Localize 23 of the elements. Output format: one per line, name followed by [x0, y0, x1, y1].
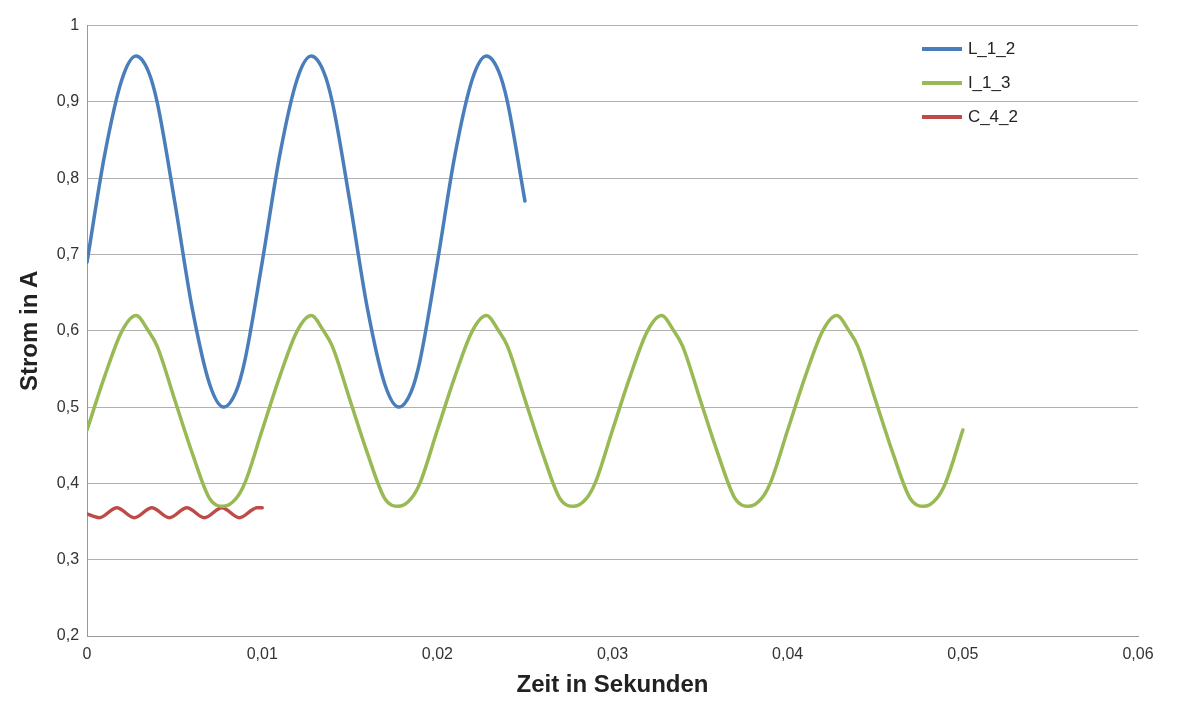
legend-label: C_4_2 — [967, 107, 1018, 127]
x-tick-label: 0,05 — [947, 645, 979, 663]
y-tick-label: 0,3 — [56, 550, 80, 568]
line-series — [87, 54, 527, 409]
y-tick-label: 0,6 — [56, 321, 80, 339]
y-axis-title: Strom in A — [15, 270, 43, 392]
legend-label: L_1_2 — [967, 39, 1016, 59]
x-axis-title: Zeit in Sekunden — [516, 670, 709, 698]
x-tick-label: 0,02 — [421, 645, 454, 663]
line-series — [87, 313, 965, 509]
y-tick-label: 1 — [70, 16, 80, 34]
x-tick-label: 0 — [82, 645, 92, 663]
y-tick-label: 0,5 — [56, 397, 80, 415]
y-tick-label: 0,7 — [56, 244, 80, 262]
y-tick-label: 0,9 — [56, 92, 80, 110]
x-tick-label: 0,01 — [246, 645, 278, 663]
x-tick-label: 0,06 — [1122, 645, 1154, 663]
x-tick-label: 0,04 — [772, 645, 804, 663]
y-tick-label: 0,4 — [56, 473, 80, 491]
y-tick-label: 0,8 — [56, 168, 80, 186]
legend-label: I_1_3 — [967, 73, 1011, 93]
x-tick-label: 0,03 — [596, 645, 629, 663]
y-tick-label: 0,2 — [56, 626, 80, 644]
